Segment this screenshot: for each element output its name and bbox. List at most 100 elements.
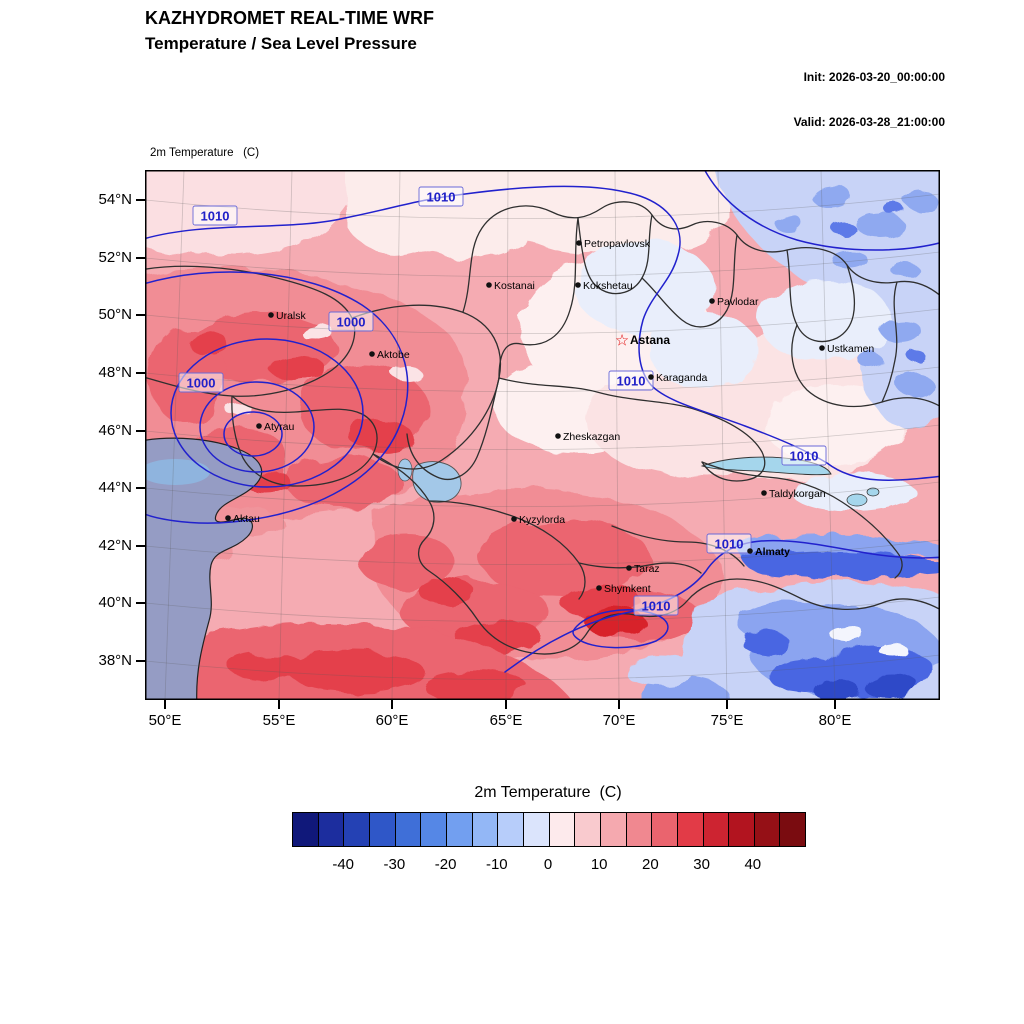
y-tick-label: 46°N	[98, 422, 132, 439]
x-tick-mark	[164, 700, 166, 709]
city-dot	[511, 516, 517, 522]
city-label: Aktau	[233, 513, 260, 525]
colorbar-tick-label: 10	[590, 856, 608, 873]
colorbar-cell	[703, 813, 730, 846]
city-label: Kostanai	[494, 280, 535, 292]
page-title: KAZHYDROMET REAL-TIME WRF	[145, 8, 434, 28]
x-tick-mark	[391, 700, 393, 709]
colorbar-cell	[293, 813, 319, 846]
colorbar-tick-label: 20	[642, 856, 659, 873]
x-tick-mark	[505, 700, 507, 709]
x-tick-mark	[618, 700, 620, 709]
x-tick-mark	[726, 700, 728, 709]
temperature-field	[145, 170, 940, 700]
x-tick-label: 60°E	[375, 712, 409, 729]
city-label: Kyzylorda	[519, 514, 565, 526]
colorbar-cell	[472, 813, 499, 846]
x-tick-label: 75°E	[710, 712, 744, 729]
colorbar-title: 2m Temperature (C)	[474, 784, 622, 801]
city-dot	[268, 312, 274, 318]
y-tick-label: 48°N	[98, 364, 132, 381]
colorbar-cell	[369, 813, 396, 846]
x-tick-mark	[278, 700, 280, 709]
y-tick-label: 42°N	[98, 537, 132, 554]
colorbar-cell	[780, 813, 806, 846]
colorbar-cell	[677, 813, 704, 846]
capital-label: Astana	[630, 333, 670, 347]
pressure-label-box	[418, 186, 464, 207]
pressure-label: 1000	[337, 315, 366, 330]
pressure-label-box	[706, 533, 752, 554]
colorbar-cell	[498, 813, 524, 846]
pressure-label: 1010	[201, 209, 230, 224]
city-dot	[747, 548, 753, 554]
y-tick-label: 38°N	[98, 652, 132, 669]
colorbar-cell	[575, 813, 601, 846]
city-label: Karaganda	[656, 372, 708, 384]
city-label: Shymkent	[604, 583, 651, 595]
region-borders	[145, 201, 940, 655]
city-dot	[575, 282, 581, 288]
init-time: Init: 2026-03-20_00:00:00	[803, 70, 945, 84]
colorbar-tick-label: -20	[434, 856, 457, 873]
x-tick-mark	[834, 700, 836, 709]
pressure-labels: 1010 1010 1000 1000 1010 1010 1010 1010	[178, 186, 827, 616]
city-dot	[819, 345, 825, 351]
water-bodies	[145, 437, 880, 700]
colorbar-cell	[523, 813, 550, 846]
caspian-sea	[145, 438, 262, 700]
pressure-label-box	[633, 595, 679, 616]
city-label: Zheskazgan	[563, 431, 620, 443]
y-tick-label: 50°N	[98, 306, 132, 323]
page-subtitle: Temperature / Sea Level Pressure	[145, 34, 417, 53]
city-dot	[256, 423, 262, 429]
colorbar-cell	[549, 813, 576, 846]
weather-map-svg: 1010 1010 1000 1000 1010 1010 1010 1010 Petropa…	[145, 170, 940, 700]
y-tick-label: 40°N	[98, 594, 132, 611]
map-frame	[145, 170, 940, 700]
pressure-label: 1010	[642, 599, 671, 614]
pressure-label: 1010	[790, 449, 819, 464]
y-tick-label: 54°N	[98, 191, 132, 208]
pressure-label-box	[178, 372, 224, 393]
city-dot	[761, 490, 767, 496]
capital-star-icon: ☆	[615, 331, 629, 350]
pressure-label-box	[781, 445, 827, 466]
city-label: Aktobe	[377, 349, 410, 361]
city-dot	[626, 565, 632, 571]
y-tick-mark	[136, 372, 145, 374]
city-label: Taraz	[634, 563, 660, 575]
city-label: Uralsk	[276, 310, 307, 322]
y-tick-mark	[136, 487, 145, 489]
colorbar	[292, 812, 806, 847]
city-dot	[709, 298, 715, 304]
colorbar-cell	[421, 813, 447, 846]
map-area: 1010 1010 1000 1000 1010 1010 1010 1010 Petropa…	[145, 170, 940, 700]
city-label: Almaty	[755, 546, 790, 558]
city-label: Taldykorgan	[769, 488, 826, 500]
colorbar-cell	[754, 813, 781, 846]
x-tick-label: 50°E	[148, 712, 182, 729]
y-tick-mark	[136, 199, 145, 201]
colorbar-cell	[729, 813, 755, 846]
pressure-label: 1010	[715, 537, 744, 552]
y-tick-mark	[136, 660, 145, 662]
city-label: Petropavlovsk	[584, 238, 651, 250]
pressure-label: 1010	[427, 190, 456, 205]
colorbar-tick-label: -10	[485, 856, 508, 873]
x-tick-label: 65°E	[489, 712, 523, 729]
city-markers: Petropavlovsk Kostanai Kokshetau Pavlodar Ur…	[225, 238, 874, 595]
graticule	[145, 170, 940, 700]
city-dot	[225, 515, 231, 521]
city-dot	[486, 282, 492, 288]
y-tick-label: 52°N	[98, 249, 132, 266]
y-tick-mark	[136, 257, 145, 259]
colorbar-tick-label: -30	[383, 856, 406, 873]
colorbar-tick-label: 30	[693, 856, 710, 873]
lake-alakol	[846, 493, 868, 507]
city-dot	[648, 374, 654, 380]
valid-time: Valid: 2026-03-28_21:00:00	[793, 115, 945, 129]
colorbar-tick-label: -40	[332, 856, 355, 873]
colorbar-cell	[652, 813, 678, 846]
